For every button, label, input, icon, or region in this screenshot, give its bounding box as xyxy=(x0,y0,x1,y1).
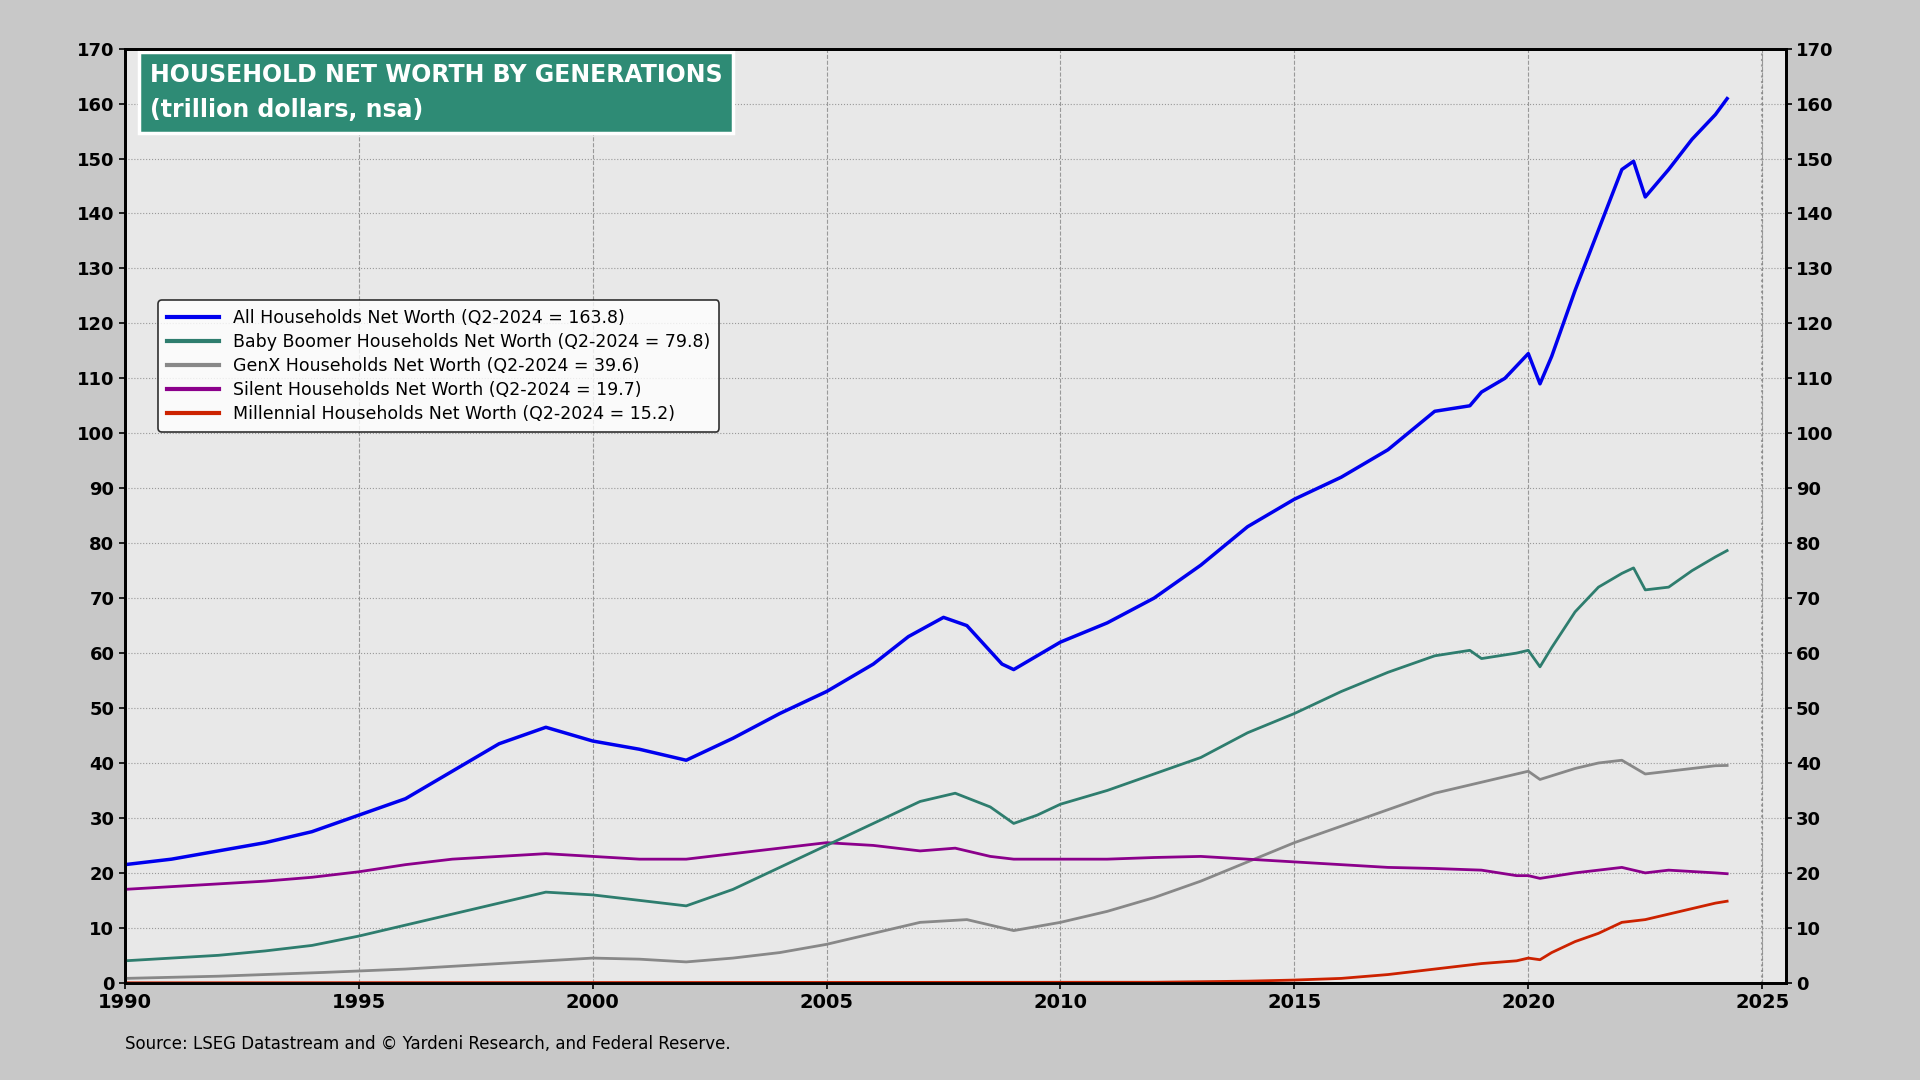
Legend: All Households Net Worth (Q2-2024 = 163.8), Baby Boomer Households Net Worth (Q2: All Households Net Worth (Q2-2024 = 163.… xyxy=(157,300,718,432)
Text: Source: LSEG Datastream and © Yardeni Research, and Federal Reserve.: Source: LSEG Datastream and © Yardeni Re… xyxy=(125,1035,730,1053)
Text: HOUSEHOLD NET WORTH BY GENERATIONS
(trillion dollars, nsa): HOUSEHOLD NET WORTH BY GENERATIONS (tril… xyxy=(150,63,722,122)
